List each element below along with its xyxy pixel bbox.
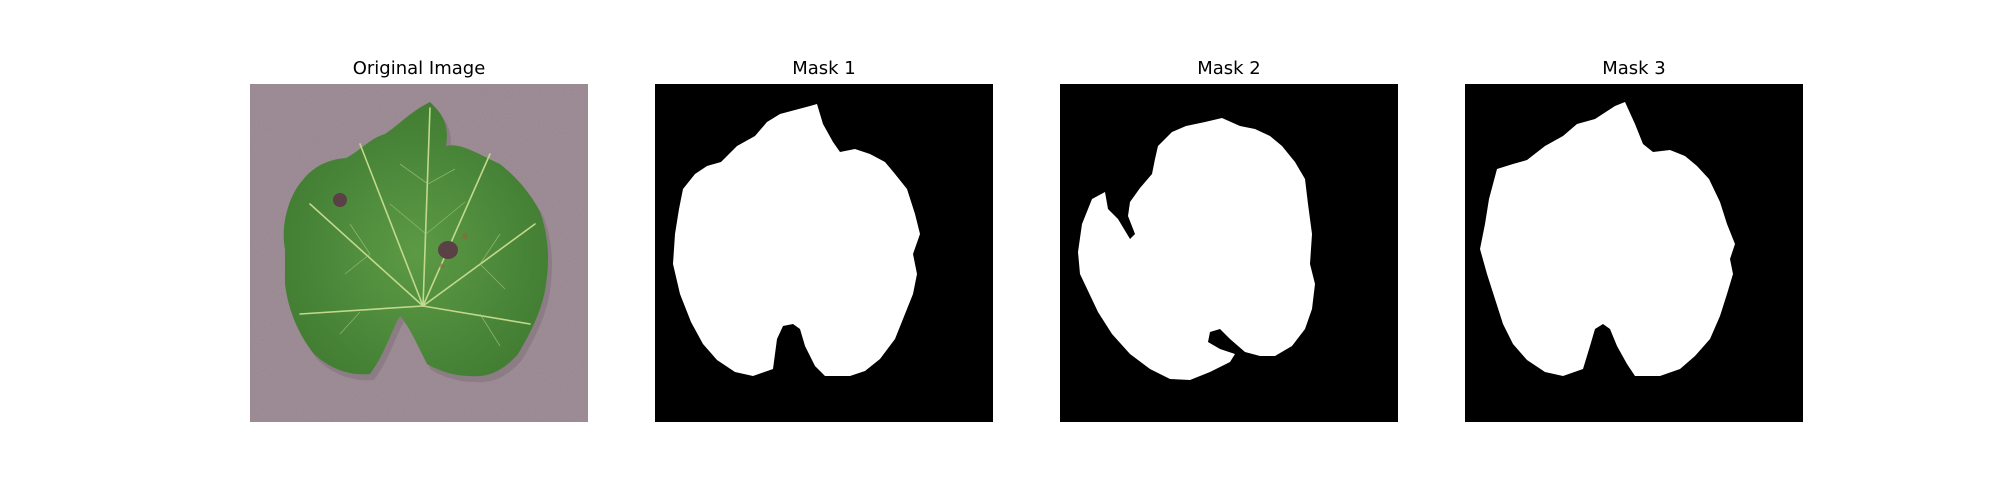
panel-title-mask-1: Mask 1 xyxy=(792,58,856,79)
mask-2-image xyxy=(1060,84,1398,422)
mask-3-image xyxy=(1465,84,1803,422)
panel-title-original: Original Image xyxy=(352,58,486,79)
leaf-hole xyxy=(333,193,347,207)
mask-region xyxy=(673,104,920,376)
leaf-veins xyxy=(299,107,536,325)
mask-region xyxy=(1078,118,1315,380)
panel-mask-2: Mask 2 xyxy=(1060,55,1398,422)
original-image xyxy=(250,84,588,422)
mask-region xyxy=(1480,102,1735,376)
panel-mask-1: Mask 1 xyxy=(655,55,993,422)
panel-mask-3: Mask 3 xyxy=(1465,55,1803,422)
leaf-hole xyxy=(438,241,458,259)
mask-1-image xyxy=(655,84,993,422)
panel-title-mask-2: Mask 2 xyxy=(1197,58,1261,79)
panel-title-mask-3: Mask 3 xyxy=(1602,58,1666,79)
panel-original: Original Image xyxy=(250,55,588,422)
